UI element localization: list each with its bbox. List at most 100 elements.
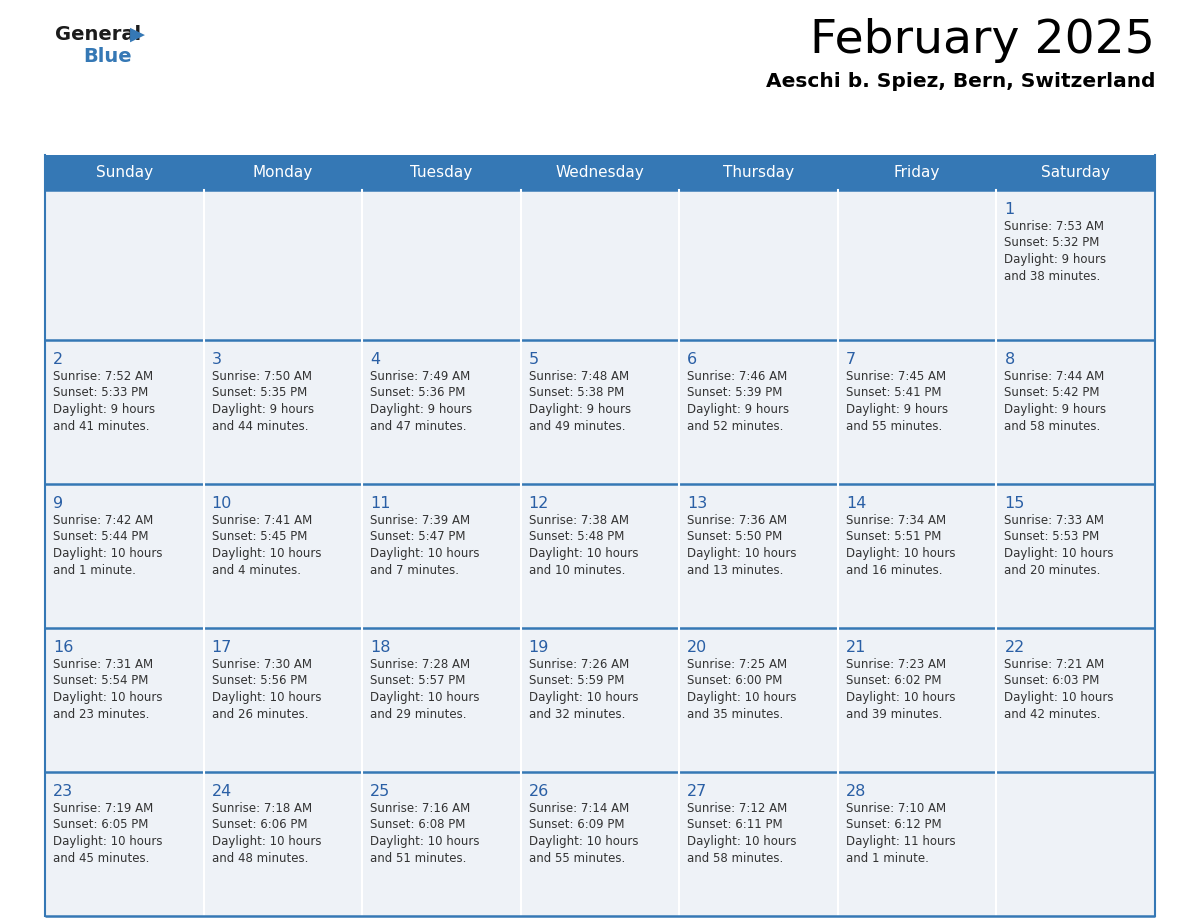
Text: 8: 8 [1004, 352, 1015, 367]
Text: 24: 24 [211, 784, 232, 799]
Text: 3: 3 [211, 352, 222, 367]
Text: Wednesday: Wednesday [556, 165, 644, 180]
Text: and 38 minutes.: and 38 minutes. [1004, 270, 1100, 283]
Text: 20: 20 [688, 640, 708, 655]
Text: Sunrise: 7:31 AM: Sunrise: 7:31 AM [53, 658, 153, 671]
Text: Daylight: 10 hours: Daylight: 10 hours [846, 691, 955, 704]
Text: Sunset: 5:41 PM: Sunset: 5:41 PM [846, 386, 941, 399]
Text: Sunset: 6:09 PM: Sunset: 6:09 PM [529, 819, 624, 832]
Text: Aeschi b. Spiez, Bern, Switzerland: Aeschi b. Spiez, Bern, Switzerland [765, 72, 1155, 91]
Text: 27: 27 [688, 784, 708, 799]
Text: 17: 17 [211, 640, 232, 655]
Text: and 47 minutes.: and 47 minutes. [371, 420, 467, 432]
Text: Sunset: 5:33 PM: Sunset: 5:33 PM [53, 386, 148, 399]
Text: Thursday: Thursday [723, 165, 794, 180]
Text: Sunset: 5:36 PM: Sunset: 5:36 PM [371, 386, 466, 399]
Bar [45, 484, 1155, 628]
Text: Sunset: 5:51 PM: Sunset: 5:51 PM [846, 531, 941, 543]
Text: Sunset: 5:38 PM: Sunset: 5:38 PM [529, 386, 624, 399]
Text: Daylight: 11 hours: Daylight: 11 hours [846, 835, 955, 848]
Text: and 1 minute.: and 1 minute. [53, 564, 135, 577]
Text: and 44 minutes.: and 44 minutes. [211, 420, 308, 432]
Text: Daylight: 9 hours: Daylight: 9 hours [211, 403, 314, 416]
Bar [45, 772, 1155, 916]
Text: Daylight: 10 hours: Daylight: 10 hours [211, 547, 321, 560]
Text: Sunset: 6:05 PM: Sunset: 6:05 PM [53, 819, 148, 832]
Text: Sunset: 5:56 PM: Sunset: 5:56 PM [211, 675, 307, 688]
Text: Sunrise: 7:21 AM: Sunrise: 7:21 AM [1004, 658, 1105, 671]
Text: and 55 minutes.: and 55 minutes. [529, 852, 625, 865]
Text: Blue: Blue [83, 47, 132, 66]
Text: Sunset: 5:42 PM: Sunset: 5:42 PM [1004, 386, 1100, 399]
Bar [45, 190, 1155, 340]
Text: 2: 2 [53, 352, 63, 367]
Text: Sunrise: 7:45 AM: Sunrise: 7:45 AM [846, 370, 946, 383]
Text: Daylight: 9 hours: Daylight: 9 hours [529, 403, 631, 416]
Text: Sunrise: 7:52 AM: Sunrise: 7:52 AM [53, 370, 153, 383]
Text: General: General [55, 25, 141, 44]
Text: 10: 10 [211, 496, 232, 511]
Text: Sunset: 6:03 PM: Sunset: 6:03 PM [1004, 675, 1100, 688]
Text: Daylight: 10 hours: Daylight: 10 hours [371, 547, 480, 560]
Text: Daylight: 10 hours: Daylight: 10 hours [1004, 547, 1114, 560]
Text: Sunrise: 7:30 AM: Sunrise: 7:30 AM [211, 658, 311, 671]
Text: Sunset: 6:08 PM: Sunset: 6:08 PM [371, 819, 466, 832]
Text: and 32 minutes.: and 32 minutes. [529, 708, 625, 721]
Text: Sunset: 5:57 PM: Sunset: 5:57 PM [371, 675, 466, 688]
Text: Daylight: 9 hours: Daylight: 9 hours [846, 403, 948, 416]
Text: Daylight: 10 hours: Daylight: 10 hours [371, 835, 480, 848]
Text: and 48 minutes.: and 48 minutes. [211, 852, 308, 865]
Text: Sunrise: 7:28 AM: Sunrise: 7:28 AM [371, 658, 470, 671]
Text: and 23 minutes.: and 23 minutes. [53, 708, 150, 721]
Text: Daylight: 10 hours: Daylight: 10 hours [211, 691, 321, 704]
Text: Sunrise: 7:16 AM: Sunrise: 7:16 AM [371, 802, 470, 815]
Text: and 1 minute.: and 1 minute. [846, 852, 929, 865]
Text: 14: 14 [846, 496, 866, 511]
Text: 28: 28 [846, 784, 866, 799]
Text: 25: 25 [371, 784, 391, 799]
Bar [45, 155, 1155, 190]
Text: and 42 minutes.: and 42 minutes. [1004, 708, 1101, 721]
Text: ▶: ▶ [129, 25, 145, 44]
Text: Sunrise: 7:14 AM: Sunrise: 7:14 AM [529, 802, 628, 815]
Text: 13: 13 [688, 496, 708, 511]
Text: Saturday: Saturday [1041, 165, 1111, 180]
Text: and 51 minutes.: and 51 minutes. [371, 852, 467, 865]
Text: Daylight: 10 hours: Daylight: 10 hours [688, 547, 797, 560]
Text: Sunset: 5:45 PM: Sunset: 5:45 PM [211, 531, 307, 543]
Text: Daylight: 10 hours: Daylight: 10 hours [211, 835, 321, 848]
Text: 4: 4 [371, 352, 380, 367]
Text: Sunrise: 7:34 AM: Sunrise: 7:34 AM [846, 514, 946, 527]
Text: Sunrise: 7:53 AM: Sunrise: 7:53 AM [1004, 220, 1105, 233]
Text: Sunday: Sunday [96, 165, 153, 180]
Text: Sunrise: 7:38 AM: Sunrise: 7:38 AM [529, 514, 628, 527]
Text: 18: 18 [371, 640, 391, 655]
Text: Daylight: 9 hours: Daylight: 9 hours [1004, 253, 1106, 266]
Text: and 45 minutes.: and 45 minutes. [53, 852, 150, 865]
Text: 15: 15 [1004, 496, 1025, 511]
Text: Daylight: 10 hours: Daylight: 10 hours [529, 547, 638, 560]
Text: Sunset: 5:59 PM: Sunset: 5:59 PM [529, 675, 624, 688]
Text: and 55 minutes.: and 55 minutes. [846, 420, 942, 432]
Text: Sunset: 6:00 PM: Sunset: 6:00 PM [688, 675, 783, 688]
Text: Daylight: 10 hours: Daylight: 10 hours [1004, 691, 1114, 704]
Text: Tuesday: Tuesday [410, 165, 473, 180]
Text: Sunrise: 7:39 AM: Sunrise: 7:39 AM [371, 514, 470, 527]
Text: Daylight: 10 hours: Daylight: 10 hours [688, 835, 797, 848]
Bar [45, 340, 1155, 484]
Text: Monday: Monday [253, 165, 312, 180]
Text: February 2025: February 2025 [810, 18, 1155, 63]
Text: Daylight: 10 hours: Daylight: 10 hours [529, 691, 638, 704]
Text: Daylight: 9 hours: Daylight: 9 hours [688, 403, 789, 416]
Text: 16: 16 [53, 640, 74, 655]
Text: Sunset: 5:47 PM: Sunset: 5:47 PM [371, 531, 466, 543]
Text: Sunrise: 7:48 AM: Sunrise: 7:48 AM [529, 370, 628, 383]
Text: Daylight: 10 hours: Daylight: 10 hours [846, 547, 955, 560]
Text: Sunset: 5:32 PM: Sunset: 5:32 PM [1004, 237, 1100, 250]
Text: Sunrise: 7:25 AM: Sunrise: 7:25 AM [688, 658, 788, 671]
Text: 26: 26 [529, 784, 549, 799]
Text: Sunrise: 7:33 AM: Sunrise: 7:33 AM [1004, 514, 1105, 527]
Text: 5: 5 [529, 352, 539, 367]
Text: Sunset: 5:35 PM: Sunset: 5:35 PM [211, 386, 307, 399]
Text: and 52 minutes.: and 52 minutes. [688, 420, 784, 432]
